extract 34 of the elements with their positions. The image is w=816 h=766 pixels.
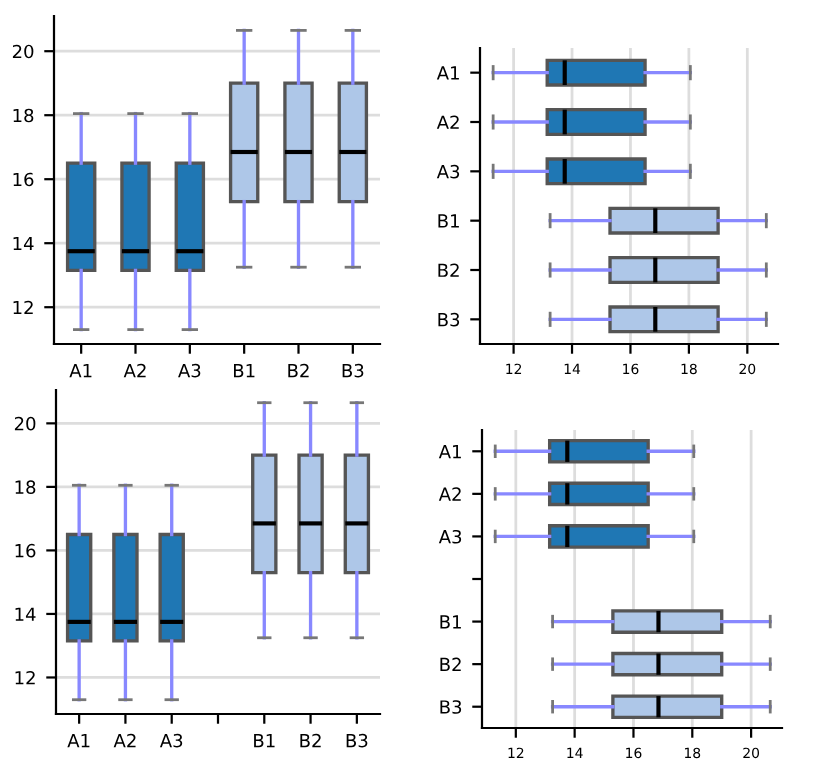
y-tick-label: 20	[12, 44, 34, 59]
x-tick-label: A1	[67, 734, 90, 748]
x-tick-label: A2	[113, 733, 136, 748]
y-tick-label: B1	[438, 214, 459, 228]
y-tick-label: 18	[13, 108, 34, 123]
y-tick-label: B1	[440, 615, 461, 629]
y-tick-label: 16	[15, 543, 36, 558]
x-tick-label: B2	[288, 363, 309, 378]
x-tick-label: B3	[346, 733, 368, 748]
y-tick-label: B3	[438, 312, 460, 327]
y-tick-label: 16	[13, 172, 34, 187]
y-tick-label: B3	[440, 700, 462, 714]
y-tick-label: 12	[13, 300, 33, 315]
y-tick-label: 14	[15, 607, 36, 621]
y-tick-label: 12	[15, 670, 35, 685]
y-tick-label: A2	[436, 115, 459, 129]
x-tick-label: B1	[254, 734, 275, 748]
y-tick-label: B2	[438, 263, 459, 277]
y-tick-label: A2	[438, 487, 461, 501]
x-tick-label: A3	[178, 363, 201, 378]
y-tick-label: A1	[438, 444, 461, 459]
y-tick-label: B2	[440, 657, 461, 671]
y-tick-label: 14	[13, 236, 34, 251]
y-tick-label: 20	[14, 416, 36, 431]
x-tick-label: B3	[342, 363, 364, 378]
x-tick-label: A1	[69, 364, 92, 378]
x-tick-label: A3	[159, 733, 183, 748]
x-tick-label: B2	[300, 733, 321, 748]
y-tick-label: 18	[15, 480, 36, 494]
x-tick-label: A2	[123, 363, 146, 378]
y-tick-label: A3	[436, 164, 460, 179]
y-tick-label: A3	[438, 529, 462, 544]
x-tick-label: B1	[234, 364, 255, 378]
y-tick-label: A1	[436, 66, 459, 80]
